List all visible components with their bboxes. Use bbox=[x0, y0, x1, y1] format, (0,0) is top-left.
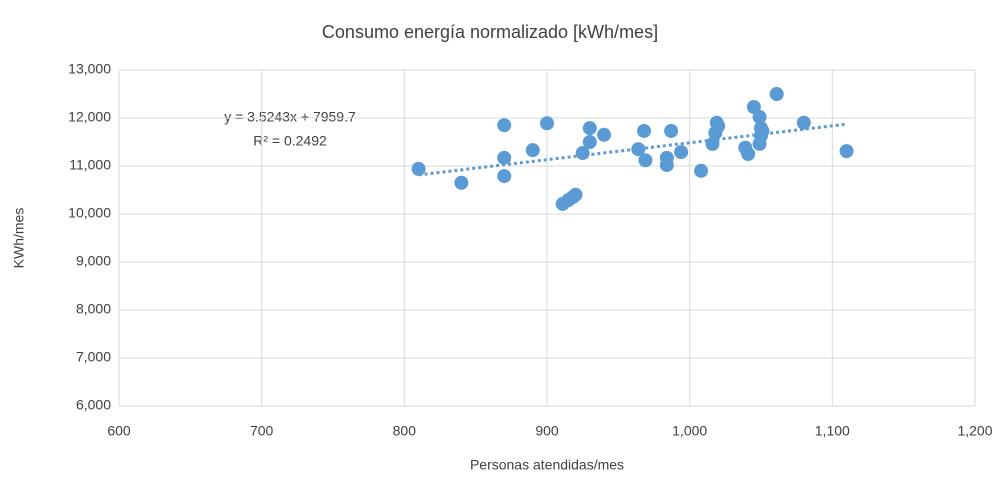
y-tick-label: 7,000 bbox=[76, 349, 111, 365]
trend-equation: y = 3.5243x + 7959.7 bbox=[224, 109, 356, 125]
point bbox=[637, 123, 652, 138]
y-tick-label: 10,000 bbox=[68, 205, 111, 221]
point bbox=[525, 143, 540, 158]
point bbox=[796, 115, 811, 130]
y-tick-label: 9,000 bbox=[76, 253, 111, 269]
point bbox=[638, 153, 653, 168]
point bbox=[694, 163, 709, 178]
point bbox=[497, 150, 512, 165]
x-tick-label: 700 bbox=[250, 423, 274, 439]
point bbox=[582, 135, 597, 149]
chart-title: Consumo energía normalizado [kWh/mes] bbox=[322, 22, 658, 42]
y-tick-label: 12,000 bbox=[68, 109, 111, 125]
point bbox=[769, 87, 784, 101]
y-tick-label: 8,000 bbox=[76, 301, 111, 317]
x-tick-label: 1,100 bbox=[815, 423, 850, 439]
y-tick-label: 11,000 bbox=[69, 157, 111, 173]
x-tick-label: 600 bbox=[107, 423, 131, 439]
point bbox=[674, 145, 689, 160]
y-tick-label: 13,000 bbox=[68, 61, 111, 77]
x-axis-label: Personas atendidas/mes bbox=[470, 457, 624, 473]
y-tick-label: 6,000 bbox=[76, 397, 111, 413]
x-tick-label: 1,200 bbox=[957, 423, 992, 439]
point bbox=[659, 158, 674, 173]
point bbox=[540, 116, 554, 131]
point bbox=[839, 144, 854, 159]
point bbox=[741, 147, 756, 161]
point bbox=[755, 123, 770, 138]
point bbox=[411, 161, 426, 176]
point bbox=[497, 118, 512, 133]
point bbox=[631, 142, 646, 157]
point bbox=[597, 127, 612, 142]
x-tick-label: 800 bbox=[393, 423, 417, 439]
point bbox=[664, 123, 679, 138]
x-tick-label: 1,000 bbox=[672, 423, 707, 439]
point bbox=[705, 136, 720, 151]
point bbox=[497, 169, 512, 184]
point bbox=[568, 187, 583, 202]
point bbox=[711, 119, 726, 134]
point bbox=[582, 121, 597, 136]
y-axis-label: KWh/mes bbox=[11, 208, 27, 269]
point bbox=[752, 110, 767, 125]
trend-r2: R² = 0.2492 bbox=[253, 133, 327, 149]
x-tick-label: 900 bbox=[535, 423, 559, 439]
point bbox=[454, 175, 469, 190]
